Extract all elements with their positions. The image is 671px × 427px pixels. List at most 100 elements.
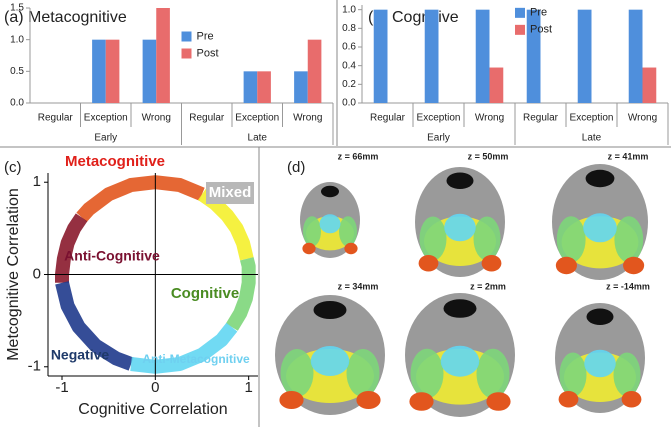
activation: [339, 216, 357, 247]
activation: [444, 213, 476, 242]
bar: [642, 67, 657, 103]
ring-segment: [225, 257, 256, 331]
ring-segment: [130, 322, 238, 374]
legend-swatch: [181, 31, 192, 42]
activation: [440, 345, 480, 377]
activation: [446, 172, 474, 189]
bar: [475, 9, 490, 104]
x-tick-label: Regular: [38, 113, 74, 124]
slice-label: z = 2mm: [470, 281, 506, 291]
activation: [621, 391, 642, 408]
activation: [280, 349, 314, 397]
region-label: Anti-Metacognitive: [142, 352, 250, 366]
panel-title: (a) Metacognitive: [4, 9, 127, 26]
ring-segment: [55, 213, 88, 283]
bar: [577, 9, 592, 104]
panel-title: (d): [287, 159, 305, 176]
group-label: Early: [427, 133, 450, 144]
y-tick-label: 1.0: [342, 4, 356, 15]
bar: [424, 9, 439, 104]
ring-segment: [55, 281, 134, 371]
panel-title: (c): [4, 159, 22, 176]
activation: [313, 301, 347, 319]
x-tick-label: -1: [55, 379, 68, 396]
group-label: Late: [582, 133, 602, 144]
x-tick-label: Exception: [84, 113, 128, 124]
bar: [243, 71, 258, 103]
slice-label: z = 34mm: [338, 281, 379, 291]
x-tick-label: Wrong: [628, 113, 657, 124]
y-tick-label: 0.0: [10, 98, 24, 109]
activation: [409, 392, 434, 411]
slice-label: z = 41mm: [608, 151, 649, 161]
activation: [486, 392, 511, 411]
bar: [307, 39, 322, 103]
activation: [410, 348, 444, 399]
activation: [476, 348, 510, 399]
x-tick-label: Regular: [523, 113, 559, 124]
activation: [614, 216, 644, 263]
activation: [302, 242, 316, 255]
activation: [586, 308, 614, 325]
x-tick-label: 0: [151, 379, 159, 396]
activation: [623, 256, 645, 275]
activation: [481, 255, 502, 272]
activation: [418, 255, 439, 272]
y-tick-label: -1: [28, 358, 41, 375]
slice-label: z = 66mm: [338, 151, 379, 161]
activation: [321, 185, 339, 198]
y-tick-label: 1.0: [10, 34, 24, 45]
legend-label: Pre: [197, 30, 214, 42]
bar: [257, 71, 271, 103]
x-tick-label: Wrong: [142, 113, 171, 124]
activation: [556, 216, 586, 263]
x-tick-label: Wrong: [293, 113, 322, 124]
legend-swatch: [515, 7, 525, 18]
label-box: [206, 182, 254, 204]
region-label: Anti-Cognitive: [64, 248, 160, 264]
y-tick-label: 0.5: [10, 66, 24, 77]
bar: [373, 9, 388, 104]
y-axis-label: Metcognitive Correlation: [5, 188, 22, 361]
bar: [294, 71, 308, 103]
y-tick-label: 0: [33, 265, 41, 282]
legend-label: Post: [197, 47, 219, 59]
group-label: Early: [94, 133, 117, 144]
x-tick-label: Exception: [570, 113, 614, 124]
y-tick-label: 0.4: [342, 60, 356, 71]
slice-label: z = -14mm: [606, 281, 650, 291]
activation: [443, 299, 477, 318]
region-label: Negative: [51, 347, 110, 363]
bar: [156, 8, 170, 103]
bar: [526, 9, 541, 104]
x-axis-label: Cognitive Correlation: [78, 401, 227, 418]
x-tick-label: Exception: [235, 113, 279, 124]
y-tick-label: 1: [33, 173, 41, 190]
activation: [613, 352, 641, 397]
activation: [346, 349, 380, 397]
activation: [356, 391, 381, 409]
activation: [584, 349, 616, 378]
group-label: Late: [248, 133, 268, 144]
activation: [419, 216, 447, 261]
legend-swatch: [181, 48, 192, 59]
activation: [279, 391, 304, 409]
x-tick-label: Regular: [189, 113, 225, 124]
legend-swatch: [515, 24, 525, 35]
activation: [303, 216, 321, 247]
bar: [628, 9, 643, 104]
bar: [105, 39, 120, 103]
activation: [319, 214, 341, 234]
activation: [558, 391, 579, 408]
activation: [555, 256, 577, 275]
region-label: Metacognitive: [65, 153, 165, 170]
activation: [473, 216, 501, 261]
x-tick-label: Exception: [417, 113, 461, 124]
bar: [489, 67, 504, 103]
region-label: Cognitive: [171, 285, 239, 302]
activation: [559, 352, 587, 397]
bar: [92, 39, 106, 103]
slice-label: z = 50mm: [468, 151, 509, 161]
x-tick-label: Regular: [370, 113, 406, 124]
